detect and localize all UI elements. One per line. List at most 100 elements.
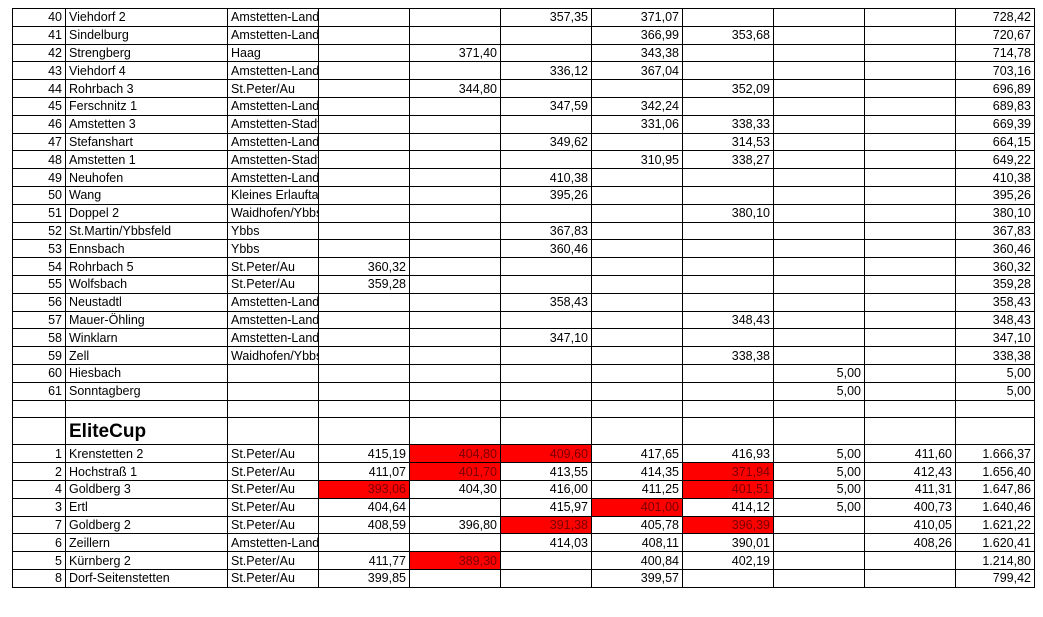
cell-c1: 415,19: [318, 444, 410, 464]
cell-name: Dorf-Seitenstetten: [65, 568, 228, 588]
table-row: 48 Amstetten 1 Amstetten-Stadt 310,95 338,27…: [12, 150, 1035, 170]
cell-c6: 5,00: [773, 381, 865, 401]
cell-c1: [318, 381, 410, 401]
cell-c1: [318, 533, 410, 553]
cell-region: Amstetten-Stadt: [227, 150, 319, 170]
cell-c6: [773, 43, 865, 63]
table-row: 58 Winklarn Amstetten-Land 347,10 347,10: [12, 328, 1035, 348]
cell-c2: [409, 8, 501, 27]
cell-c2: 396,80: [409, 515, 501, 535]
cell-c4: [591, 257, 683, 276]
cell-total: 1.214,80: [955, 551, 1035, 570]
cell-total: 5,00: [955, 381, 1035, 401]
cell-c3: 367,83: [500, 221, 592, 241]
cell-rank: 50: [12, 185, 66, 205]
cell-c3: [500, 551, 592, 570]
cell-c3: [500, 257, 592, 276]
table-row: 53 Ennsbach Ybbs 360,46 360,46: [12, 239, 1035, 259]
cell-c7: [864, 239, 956, 259]
cell-rank: 46: [12, 114, 66, 134]
cell-c5: 380,10: [682, 203, 774, 223]
cell-c7: [864, 346, 956, 365]
cell-rank: 41: [12, 25, 66, 45]
cell-c6: [773, 257, 865, 276]
cell-c5: [682, 96, 774, 116]
cell-c5: 338,33: [682, 114, 774, 134]
cell-c7: [864, 221, 956, 241]
cell-name: Viehdorf 4: [65, 61, 228, 81]
standings-table-top: 40 Viehdorf 2 Amstetten-Land 357,35 371,07 72…: [12, 8, 1035, 401]
cell-c3: 410,38: [500, 168, 592, 187]
cell-c2: [409, 257, 501, 276]
cell-name: Rohrbach 3: [65, 79, 228, 98]
cell-c6: [773, 310, 865, 330]
cell-c4: [591, 292, 683, 312]
cell-c2: [409, 114, 501, 134]
cell-c7: [864, 25, 956, 45]
cell-c5: 352,09: [682, 79, 774, 98]
cell-region: St.Peter/Au: [227, 568, 319, 588]
cell-c6: [773, 96, 865, 116]
cell-name: Ennsbach: [65, 239, 228, 259]
cell-rank: 59: [12, 346, 66, 365]
cell-c5: [682, 185, 774, 205]
cell-c5: [682, 381, 774, 401]
table-row: 61 Sonntagberg 5,00 5,00: [12, 381, 1035, 401]
cell-c7: [864, 61, 956, 81]
cell-c4: 401,00: [591, 497, 683, 517]
cell-c7: [864, 150, 956, 170]
cell-name: Hiesbach: [65, 363, 228, 383]
cell-name: Amstetten 3: [65, 114, 228, 134]
cell-c4: [591, 203, 683, 223]
cell-rank: 55: [12, 274, 66, 294]
cell-region: St.Peter/Au: [227, 257, 319, 276]
cell-c5: 353,68: [682, 25, 774, 45]
cell-region: Ybbs: [227, 221, 319, 241]
cell-rank: 7: [12, 515, 66, 535]
cell-rank: 47: [12, 132, 66, 152]
table-row: 2 Hochstraß 1 St.Peter/Au 411,07 401,70 413,5…: [12, 462, 1035, 481]
cell-c5: 338,38: [682, 346, 774, 365]
cell-c2: [409, 292, 501, 312]
cell-region: Haag: [227, 43, 319, 63]
cell-c4: 366,99: [591, 25, 683, 45]
table-row: 50 Wang Kleines Erlauftal 395,26 395,26: [12, 185, 1035, 205]
cell-c2: [409, 96, 501, 116]
cell-c3: 416,00: [500, 479, 592, 499]
cell-region: Amstetten-Stadt: [227, 114, 319, 134]
cell-total: 664,15: [955, 132, 1035, 152]
cell-c4: 408,11: [591, 533, 683, 553]
cell-name: Kürnberg 2: [65, 551, 228, 570]
cell-total: 714,78: [955, 43, 1035, 63]
cell-c5: 348,43: [682, 310, 774, 330]
cell-c1: [318, 168, 410, 187]
cell-total: 1.647,86: [955, 479, 1035, 499]
cell-c1: [318, 203, 410, 223]
cell-name: Zeillern: [65, 533, 228, 553]
cell-total: 696,89: [955, 79, 1035, 98]
cell-c6: 5,00: [773, 462, 865, 481]
table-row: 7 Goldberg 2 St.Peter/Au 408,59 396,80 391,38…: [12, 515, 1035, 535]
cell-rank: 1: [12, 444, 66, 464]
cell-region: [227, 363, 319, 383]
cell-c5: 402,19: [682, 551, 774, 570]
cell-c3: [500, 310, 592, 330]
cell-total: 1.656,40: [955, 462, 1035, 481]
cell-c3: [500, 346, 592, 365]
elitecup-table: 1 Krenstetten 2 St.Peter/Au 415,19 404,80 409…: [12, 444, 1035, 588]
cell-c7: [864, 328, 956, 348]
table-row: 57 Mauer-Öhling Amstetten-Land 348,43 348,43: [12, 310, 1035, 330]
cell-region: Amstetten-Land: [227, 61, 319, 81]
cell-c7: [864, 185, 956, 205]
cell-c5: 416,93: [682, 444, 774, 464]
cell-region: Amstetten-Land: [227, 310, 319, 330]
table-row: 5 Kürnberg 2 St.Peter/Au 411,77 389,30 400,84…: [12, 551, 1035, 570]
cell-region: St.Peter/Au: [227, 497, 319, 517]
cell-name: Wolfsbach: [65, 274, 228, 294]
cell-rank: 2: [12, 462, 66, 481]
cell-name: Neuhofen: [65, 168, 228, 187]
cell-c7: [864, 114, 956, 134]
cell-c1: [318, 292, 410, 312]
cell-c7: [864, 363, 956, 383]
cell-rank: 4: [12, 479, 66, 499]
